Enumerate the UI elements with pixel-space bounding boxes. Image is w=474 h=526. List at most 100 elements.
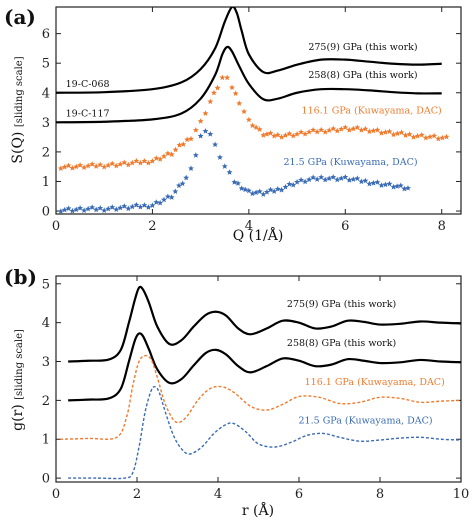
panel-b-annotation-21-5-gpa-kuwayama-dac: 21.5 GPa (Kuwayama, DAC): [299, 416, 433, 427]
panel-a-series-3-point: [358, 127, 365, 133]
panel-a-series-4-point: [235, 180, 241, 186]
panel-a-series-3-point: [294, 131, 301, 137]
panel-a-annotation-19-c-117: 19-C-117: [66, 108, 110, 119]
panel-a-series-4-point: [109, 204, 116, 210]
panel-a-series: [56, 7, 450, 214]
panel-a-series-3-point: [229, 84, 235, 91]
panel-a-series-3-point: [370, 127, 377, 134]
panel-a-series-3-point: [117, 161, 124, 167]
panel-a-series-3-point: [418, 131, 425, 138]
panel-a-series-3-point: [109, 160, 116, 167]
panel-a-series-4-point: [374, 179, 381, 185]
panel-b-annotation-258-8-gpa-this-work: 258(8) GPa (this work): [287, 338, 396, 349]
panel-a-x-tick-label-8: 8: [438, 219, 446, 234]
panel-a-series-4-point: [97, 205, 104, 211]
panel-b-y-tick-label-3: 3: [42, 355, 50, 370]
panel-a-series-3-point: [81, 164, 88, 171]
panel-a-series-3-point: [236, 100, 243, 106]
panel-a-series-4-point: [354, 175, 361, 182]
panel-b-x-tick-label-6: 6: [295, 487, 303, 502]
panel-b-x-tick-label-2: 2: [133, 487, 141, 502]
panel-a-y-axis-title-main: S(Q): [10, 132, 26, 164]
panel-b-label: (b): [4, 265, 37, 289]
panel-b-x-tick-label-0: 0: [52, 487, 60, 502]
panel-a-series-3-point: [224, 74, 231, 81]
panel-a-series-3-point: [149, 158, 156, 164]
panel-a-series-3-point: [314, 128, 321, 135]
panel-a-series-3-point: [302, 130, 309, 137]
panel-a-series-4-point: [282, 183, 289, 190]
panel-a-series-4-point: [350, 176, 357, 182]
panel-a-series-4-point: [342, 173, 349, 180]
panel-a-annotation-19-c-068: 19-C-068: [66, 79, 110, 90]
panel-a-y-tick-label-1: 1: [42, 175, 50, 190]
panel-a-series-4-point: [294, 178, 301, 185]
panel-a-series-4-point: [153, 199, 160, 205]
panel-a-x-tick-label-6: 6: [341, 219, 349, 234]
panel-b-annotation-116-1-gpa-kuwayama-dac: 116.1 GPa (Kuwayama, DAC): [305, 377, 445, 388]
panel-a-series-3-point: [263, 131, 270, 137]
panel-a-series-4-point: [61, 206, 68, 213]
panel-a-series-3-point: [207, 98, 214, 105]
panel-a-series-4-point: [65, 205, 72, 212]
panel-a-series-3-point: [184, 136, 191, 143]
panel-a-series-3-point: [192, 126, 199, 133]
panel-b-x-tick-label-4: 4: [214, 487, 222, 502]
panel-a-series-3-point: [73, 163, 80, 170]
panel-a-series-3-point: [282, 132, 289, 138]
panel-b-x-tick-label-8: 8: [376, 487, 384, 502]
panel-a-series-4-point: [172, 188, 179, 194]
panel-a-series-3-point: [435, 135, 442, 142]
panel-a-series-4-point: [164, 193, 171, 200]
panel-a-ticks: 0 2 4 6 8 0 1 2 3 4 5 6: [42, 7, 461, 234]
panel-a-series-3-point: [402, 132, 409, 138]
panel-a-series-4-point: [271, 188, 278, 194]
panel-a-annotation-258-8-gpa-this-work: 258(8) GPa (this work): [308, 70, 417, 81]
panel-b-y-axis-title-main: g(r): [10, 404, 26, 431]
panel-a-series-3-point: [241, 108, 247, 115]
panel-a-series-4-point: [57, 208, 64, 214]
panel-a-series-4-point: [382, 181, 389, 188]
panel-a-series-4-point: [397, 182, 404, 189]
panel-b-x-tick-label-10: 10: [453, 487, 470, 502]
panel-a-series-4-point: [256, 188, 263, 195]
panel-a-series-4-point: [260, 191, 267, 197]
panel-a-series-4-point: [129, 203, 136, 210]
panel-b-y-tick-label-0: 0: [42, 472, 50, 487]
panel-b-series-2-line: [68, 332, 461, 402]
panel-a-series-3-markers: [57, 74, 450, 171]
panel-b: 0 2 4 6 8 10 0 1 2 3 4 5 275(9) GPa (this work) 258(…: [4, 265, 469, 519]
panel-a-series-4-markers: [57, 128, 411, 214]
panel-a-series-3-point: [161, 153, 167, 159]
panel-a-series-4-point: [197, 132, 204, 139]
panel-a-series-4-point: [188, 165, 194, 171]
panel-a-series-3-point: [125, 161, 132, 168]
panel-a-series-4-point: [249, 190, 256, 197]
panel-a-series-3-point: [172, 146, 179, 153]
panel-a-x-tick-label-0: 0: [52, 219, 60, 234]
panel-a-series-4-point: [125, 205, 132, 212]
panel-a-series-4-point: [390, 183, 397, 190]
panel-a-series-3-point: [378, 129, 385, 136]
panel-a-series-4-point: [290, 181, 297, 188]
panel-a-series-3-point: [260, 132, 267, 138]
panel-a-series-3-point: [57, 165, 64, 171]
panel-a-series-3-point: [61, 163, 68, 170]
panel-a-series-3-point: [362, 125, 369, 132]
panel-b-series-1-line: [68, 285, 461, 363]
panel-a-x-axis-title: Q (1/Å): [233, 226, 284, 244]
panel-a-series-4-point: [370, 179, 377, 186]
panel-a-series-4-point: [117, 204, 124, 211]
panel-a-series-4-point: [274, 185, 281, 192]
panel-a-y-axis-title: S(Q) [sliding scale]: [10, 56, 26, 163]
panel-a-series-4-point: [207, 131, 214, 137]
panel-a-series-4-point: [183, 174, 190, 181]
panel-a-series-3-point: [390, 131, 397, 138]
panel-a-series-4-point: [358, 178, 365, 185]
panel-a-series-3-point: [101, 163, 108, 170]
panel-a-series-3-point: [176, 142, 183, 148]
panel-a-series-4-point: [121, 203, 128, 209]
panel-a-annotations: 275(9) GPa (this work) 258(8) GPa (this w…: [66, 42, 442, 168]
